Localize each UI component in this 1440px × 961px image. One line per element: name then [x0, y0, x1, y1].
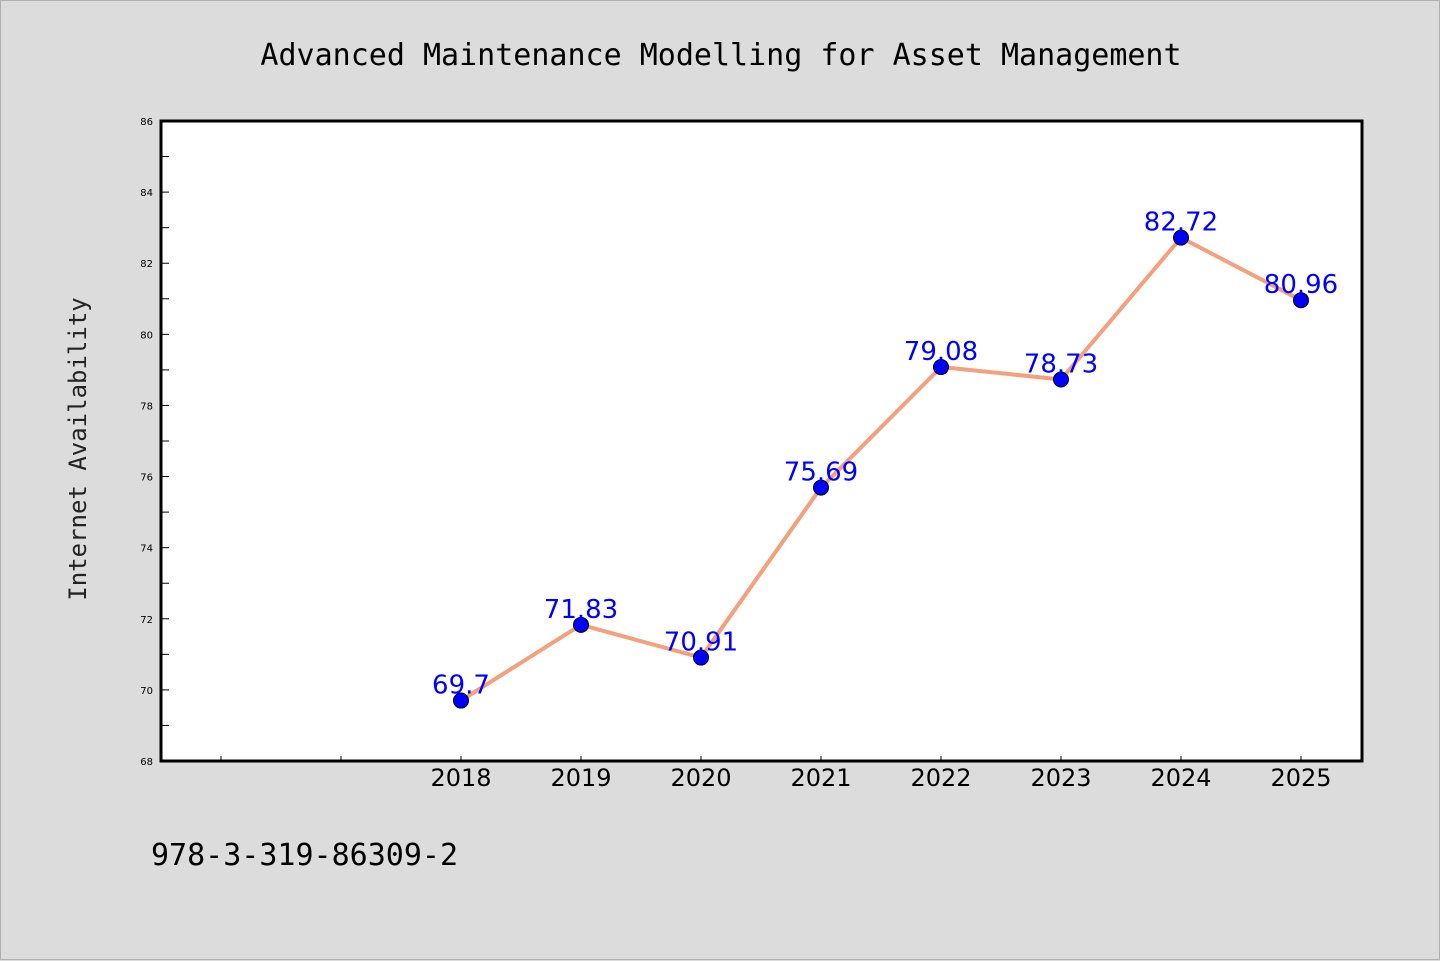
x-tick-label: 2024: [1150, 764, 1211, 792]
y-tick-label: 76: [140, 473, 153, 484]
data-point: [453, 692, 469, 709]
y-tick-label: 84: [140, 188, 153, 199]
x-axis-ticks: 2018 2019 2020 2021 2022 2023 2024 2025: [220, 756, 1332, 792]
data-label: 69.7: [432, 671, 490, 701]
chart-title: Advanced Maintenance Modelling for Asset…: [260, 38, 1181, 73]
y-tick-label: 82: [140, 259, 153, 270]
data-label: 79.08: [904, 337, 978, 367]
data-point: [1293, 292, 1309, 309]
y-tick-label: 72: [140, 615, 153, 626]
x-tick-label: 2023: [1030, 764, 1091, 792]
data-label: 78.73: [1024, 349, 1098, 379]
data-label: 71.83: [544, 595, 618, 625]
data-label: 75.69: [784, 458, 858, 488]
data-point: [933, 359, 949, 376]
data-label: 80.96: [1264, 270, 1338, 300]
x-tick-label: 2021: [790, 764, 851, 792]
plot-border: [159, 119, 1364, 763]
x-tick-label: 2019: [550, 764, 611, 792]
y-tick-label: 86: [140, 117, 153, 128]
y-tick-label: 78: [140, 401, 153, 412]
y-tick-label: 68: [140, 757, 153, 768]
data-point: [573, 616, 589, 633]
data-point: [813, 479, 829, 496]
y-tick-label: 80: [140, 330, 153, 341]
series-layer: 69.7 71.83 70.91 75.69 79.08 78.73 82.72 80.96: [432, 208, 1338, 709]
x-tick-label: 2022: [910, 764, 971, 792]
x-tick-label: 2018: [430, 764, 491, 792]
plot-area: [161, 121, 1362, 761]
y-tick-label: 74: [140, 544, 153, 555]
data-point: [693, 649, 709, 666]
data-label: 70.91: [664, 628, 738, 658]
data-label: 82.72: [1144, 208, 1218, 238]
x-tick-label: 2020: [670, 764, 731, 792]
y-tick-label: 70: [140, 686, 153, 697]
y-axis-label: Internet Availability: [64, 297, 92, 600]
x-tick-label: 2025: [1270, 764, 1331, 792]
data-point: [1053, 371, 1069, 388]
series-line: [459, 235, 1302, 703]
isbn-text: 978-3-319-86309-2: [151, 838, 458, 873]
data-point: [1173, 229, 1189, 246]
